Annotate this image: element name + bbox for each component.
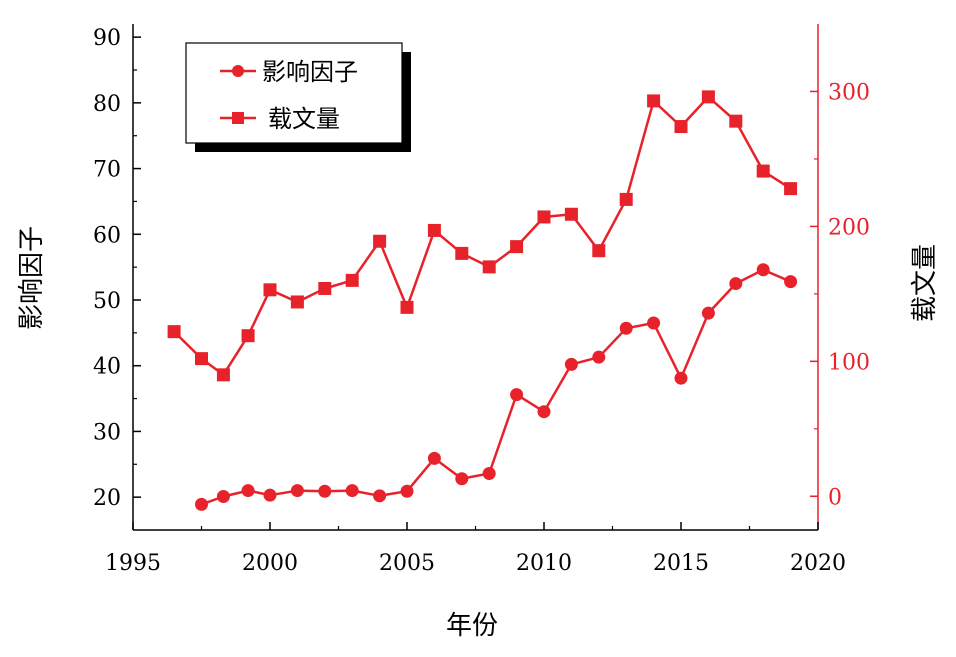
impact-factor-point (400, 484, 414, 498)
impact-factor-point (427, 451, 441, 465)
x-tick-label: 2000 (242, 551, 298, 576)
impact-factor-point (216, 489, 230, 503)
impact-factor-point (564, 357, 578, 371)
article-count-point (195, 352, 208, 366)
article-count-point (537, 210, 551, 224)
article-count-point (619, 192, 633, 206)
article-count-point (400, 300, 414, 314)
legend: 影响因子 载文量 (185, 42, 411, 152)
article-count-point (701, 90, 715, 104)
article-count-point (318, 281, 332, 295)
article-count-point (455, 246, 469, 260)
impact-factor-point (784, 275, 798, 289)
article-count-point (241, 329, 255, 343)
right-tick-label: 300 (828, 80, 870, 105)
impact-factor-point (729, 277, 743, 291)
right-tick-label: 200 (828, 215, 870, 240)
legend-entry-article-count: 载文量 (220, 105, 340, 133)
left-y-axis: 20 30 40 50 60 70 80 90 (93, 24, 141, 530)
legend-box (185, 42, 403, 144)
legend-label-impact-factor: 影响因子 (262, 58, 358, 86)
legend-circle-marker (232, 65, 244, 77)
article-count-point (345, 273, 359, 287)
x-tick-label: 2015 (653, 551, 709, 576)
impact-factor-point (647, 316, 661, 330)
article-count-point (729, 114, 743, 128)
plot-area (167, 90, 798, 511)
impact-factor-point (455, 472, 469, 486)
left-tick-label: 50 (93, 289, 121, 314)
article-count-point (647, 94, 661, 108)
impact-factor-point (345, 484, 359, 498)
x-axis: 1995 2000 2005 2010 2015 2020 (105, 522, 846, 576)
impact-factor-point (373, 489, 387, 503)
impact-factor-point (537, 405, 551, 419)
left-tick-label: 40 (93, 355, 121, 380)
article-count-point (263, 283, 277, 297)
article-count-point (784, 182, 798, 196)
article-count-point (674, 120, 688, 134)
article-count-point (427, 223, 441, 237)
left-tick-label: 60 (93, 223, 121, 248)
x-tick-label: 2020 (790, 551, 846, 576)
legend-label-article-count: 载文量 (268, 105, 340, 133)
article-count-point (510, 240, 524, 254)
article-count-point (482, 260, 496, 274)
x-tick-label: 2010 (516, 551, 572, 576)
impact-factor-point (318, 484, 332, 498)
impact-factor-point (756, 263, 770, 277)
right-tick-label: 0 (828, 485, 842, 510)
left-tick-label: 90 (93, 26, 121, 51)
impact-factor-point (241, 484, 255, 498)
impact-factor-point (263, 488, 277, 502)
legend-entry-impact-factor: 影响因子 (220, 58, 358, 86)
article-count-point (167, 325, 181, 339)
article-count-point (756, 164, 770, 178)
legend-square-marker (232, 112, 244, 124)
impact-factor-point (195, 497, 208, 511)
right-tick-label: 100 (828, 350, 870, 375)
x-tick-label: 1995 (105, 551, 161, 576)
left-axis-title: 影响因子 (17, 226, 47, 330)
left-tick-label: 20 (93, 486, 121, 511)
left-tick-label: 30 (93, 420, 121, 445)
right-y-axis: 0 100 200 300 (810, 24, 870, 530)
impact-factor-point (290, 484, 304, 498)
impact-factor-point (619, 321, 633, 335)
article-count-point (373, 234, 387, 248)
right-axis-title: 载文量 (910, 244, 940, 322)
article-count-point (290, 295, 304, 309)
article-count-point (564, 207, 578, 221)
article-count-point (216, 368, 230, 382)
series-line-0 (201, 268, 792, 506)
x-tick-label: 2005 (379, 551, 435, 576)
impact-factor-point (674, 371, 688, 385)
article-count-point (592, 244, 606, 258)
left-tick-label: 80 (93, 92, 121, 117)
x-axis-title: 年份 (446, 611, 498, 641)
impact-factor-point (701, 306, 715, 320)
impact-factor-point (592, 350, 606, 364)
impact-factor-point (510, 388, 524, 402)
left-tick-label: 70 (93, 158, 121, 183)
impact-factor-point (482, 466, 496, 480)
